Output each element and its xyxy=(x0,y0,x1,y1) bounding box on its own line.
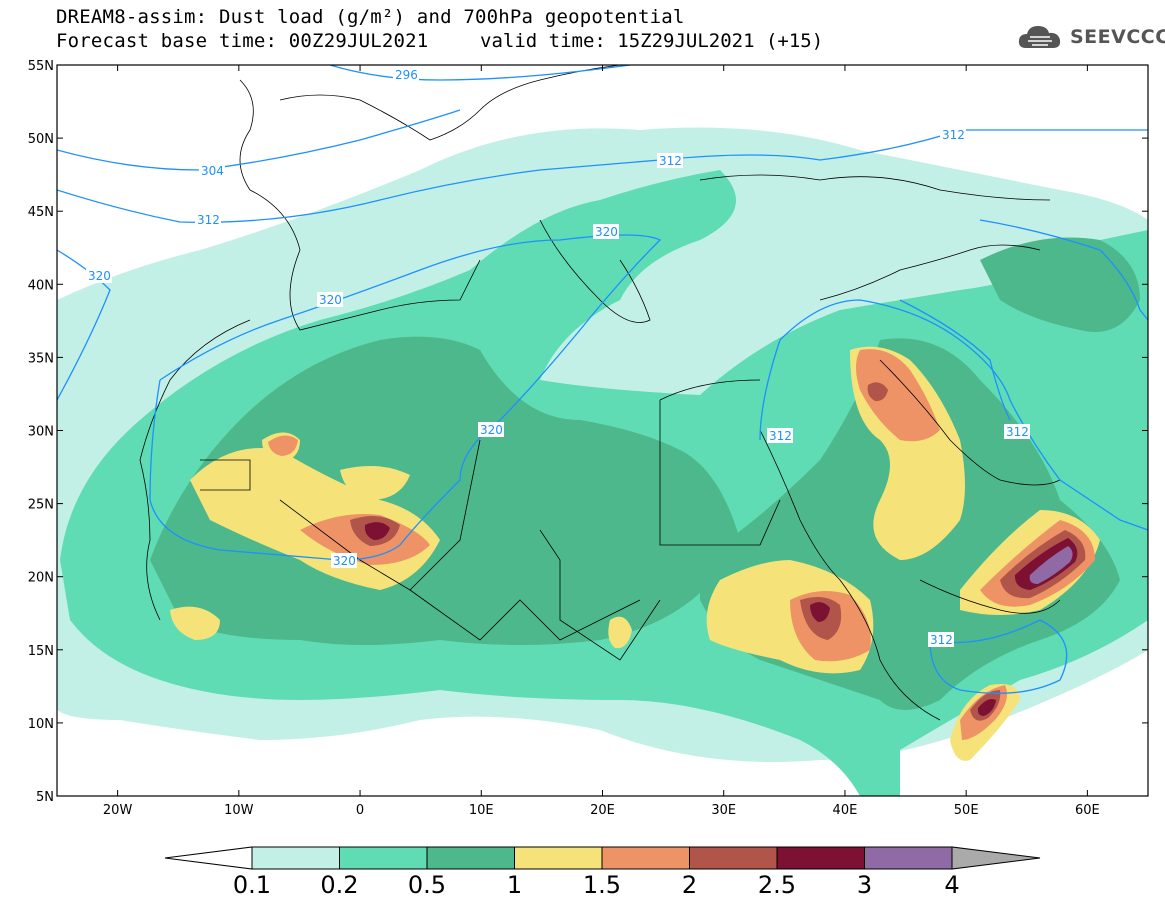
colorbar: 0.1 0.2 0.5 1 1.5 2 2.5 3 4 xyxy=(164,846,1041,899)
contour-label: 312 xyxy=(197,213,220,227)
contour-label: 320 xyxy=(319,293,342,307)
colorbar-tick-label: 2.5 xyxy=(758,871,796,899)
colorbar-under-arrow xyxy=(164,846,253,870)
colorbar-tick-label: 3 xyxy=(857,871,872,899)
colorbar-swatch xyxy=(776,846,865,870)
lat-tick-label: 50N xyxy=(28,132,54,147)
colorbar-tick-label: 0.1 xyxy=(233,871,271,899)
colorbar-swatch xyxy=(251,846,340,870)
dust-field xyxy=(57,127,1148,796)
lat-tick-label: 35N xyxy=(28,351,54,366)
lon-tick-label: 60E xyxy=(1075,803,1100,818)
contour-label: 304 xyxy=(201,164,224,178)
lon-tick-label: 40E xyxy=(833,803,858,818)
cloud-icon xyxy=(1018,26,1061,48)
contour-label: 296 xyxy=(395,68,418,82)
lat-tick-label: 25N xyxy=(28,498,54,513)
map-title: DREAM8-assim: Dust load (g/m²) and 700hP… xyxy=(56,6,685,28)
lon-tick-label: 10E xyxy=(469,803,494,818)
colorbar-swatch xyxy=(864,846,953,870)
lat-tick-label: 30N xyxy=(28,425,54,440)
colorbar-swatch xyxy=(689,846,778,870)
contour-label: 312 xyxy=(659,154,682,168)
lon-tick-label: 10W xyxy=(224,803,254,818)
lon-tick-label: 50E xyxy=(954,803,979,818)
lon-tick-label: 20W xyxy=(103,803,133,818)
colorbar-tick-label: 1.5 xyxy=(583,871,621,899)
lat-tick-label: 20N xyxy=(28,571,54,586)
country-borders xyxy=(139,65,1061,721)
colorbar-tick-label: 0.5 xyxy=(408,871,446,899)
contour-label: 320 xyxy=(88,269,111,283)
colorbar-tick-label: 2 xyxy=(682,871,697,899)
geopotential-contours xyxy=(57,65,1148,694)
lon-tick-label: 20E xyxy=(590,803,615,818)
lat-tick-label: 40N xyxy=(28,278,54,293)
colorbar-swatch xyxy=(601,846,690,870)
valid-time: valid time: 15Z29JUL2021 (+15) xyxy=(480,30,824,52)
contour-label: 320 xyxy=(595,225,618,239)
colorbar-swatch xyxy=(339,846,428,870)
colorbar-tick-label: 0.2 xyxy=(320,871,358,899)
colorbar-swatch xyxy=(426,846,515,870)
contour-label: 312 xyxy=(930,633,953,647)
lon-tick-label: 30E xyxy=(711,803,736,818)
lon-tick-label: 0 xyxy=(356,803,364,818)
contour-label: 312 xyxy=(1006,425,1029,439)
contour-label: 320 xyxy=(480,423,503,437)
lat-tick-label: 10N xyxy=(28,717,54,732)
longitude-axis: 20W 10W 0 10E 20E 30E 40E 50E 60E xyxy=(103,65,1100,818)
colorbar-tick-label: 1 xyxy=(507,871,522,899)
logo-text: SEEVCCC xyxy=(1070,26,1165,48)
seevccc-logo: SEEVCCC xyxy=(1016,22,1165,52)
contour-labels: 296 304 312 312 312 312 312 312 320 320 … xyxy=(86,67,1030,647)
lat-tick-label: 15N xyxy=(28,644,54,659)
latitude-axis: 55N 50N 45N 40N 35N 30N 25N 20N 15N 10N 5N xyxy=(28,59,1148,805)
lat-tick-label: 55N xyxy=(28,59,54,74)
contour-label: 320 xyxy=(333,554,356,568)
contour-label: 312 xyxy=(942,128,965,142)
lat-tick-label: 45N xyxy=(28,205,54,220)
colorbar-over-arrow xyxy=(951,846,1041,870)
colorbar-swatch xyxy=(514,846,603,870)
forecast-base-time: Forecast base time: 00Z29JUL2021 xyxy=(56,30,429,52)
contour-label: 312 xyxy=(769,429,792,443)
colorbar-tick-label: 4 xyxy=(944,871,959,899)
lat-tick-label: 5N xyxy=(36,790,54,805)
